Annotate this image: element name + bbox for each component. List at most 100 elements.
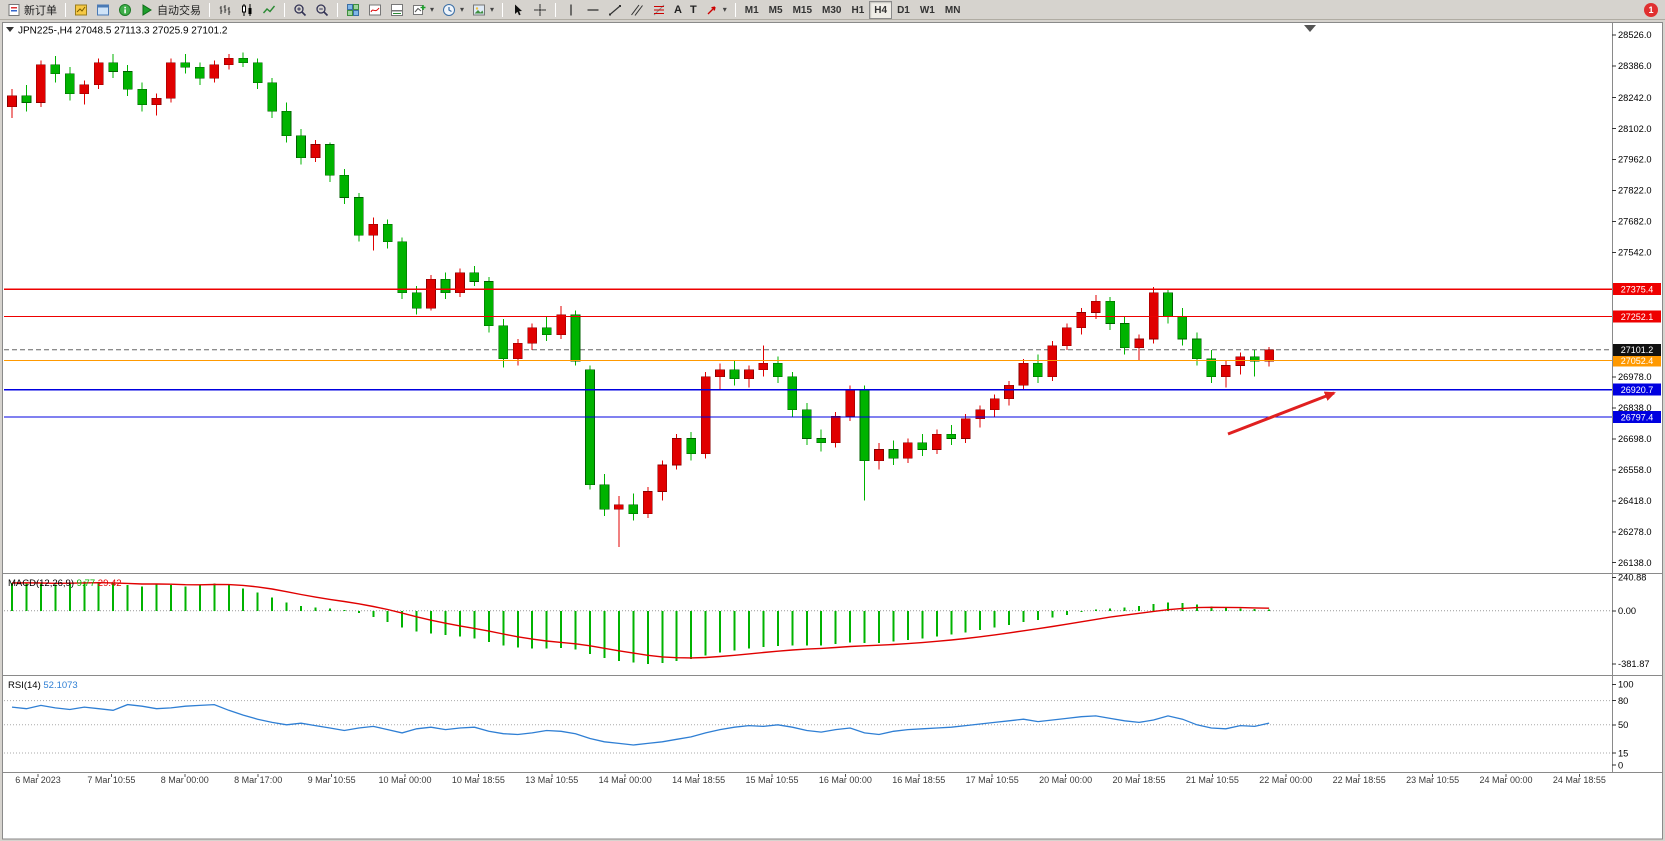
svg-text:27052.4: 27052.4 bbox=[1621, 356, 1654, 366]
timeframe-button-m15[interactable]: M15 bbox=[788, 1, 817, 19]
label-tool-button[interactable]: T bbox=[686, 1, 701, 19]
svg-text:50: 50 bbox=[1618, 720, 1628, 730]
new-chart-button[interactable]: ▾ bbox=[408, 1, 438, 19]
auto-trading-button[interactable]: 自动交易 bbox=[136, 1, 205, 19]
svg-text:27682.0: 27682.0 bbox=[1618, 217, 1652, 227]
trendline-icon bbox=[608, 3, 622, 17]
template-button[interactable]: ▾ bbox=[468, 1, 498, 19]
navigator-icon bbox=[118, 3, 132, 17]
svg-text:27542.0: 27542.0 bbox=[1618, 248, 1652, 258]
timeframe-button-m1[interactable]: M1 bbox=[740, 1, 764, 19]
horizontal-line-tool-button[interactable] bbox=[582, 1, 604, 19]
macd-panel: MACD(12,26,9) 9.77 29.42 240.88 0.00 -381.8… bbox=[4, 572, 1650, 669]
fibonacci-tool-button[interactable] bbox=[648, 1, 670, 19]
new-order-button[interactable]: 新订单 bbox=[3, 1, 61, 19]
market-watch-button[interactable] bbox=[70, 1, 92, 19]
annotation-arrow[interactable] bbox=[1227, 391, 1336, 436]
timeframe-button-w1[interactable]: W1 bbox=[915, 1, 940, 19]
cursor-tool-button[interactable] bbox=[507, 1, 529, 19]
macd-signal-line bbox=[11, 581, 1270, 659]
svg-text:22 Mar 18:55: 22 Mar 18:55 bbox=[1333, 775, 1386, 785]
svg-text:26558.0: 26558.0 bbox=[1618, 465, 1652, 475]
svg-text:28526.0: 28526.0 bbox=[1618, 30, 1652, 40]
timeframe-button-h4[interactable]: H4 bbox=[869, 1, 893, 20]
zoom-in-icon bbox=[293, 3, 307, 17]
indicators-icon bbox=[368, 3, 382, 17]
zoom-out-button[interactable] bbox=[311, 1, 333, 19]
auto-trading-label: 自动交易 bbox=[157, 4, 201, 17]
line-chart-mode-button[interactable] bbox=[258, 1, 280, 19]
svg-text:27375.4: 27375.4 bbox=[1621, 285, 1654, 295]
toolbar-separator bbox=[502, 2, 504, 17]
price-lines-layer[interactable] bbox=[4, 288, 1612, 418]
one-click-trading-toggle-icon[interactable] bbox=[6, 27, 14, 32]
timeframe-button-m5[interactable]: M5 bbox=[764, 1, 788, 19]
timeframe-button-d1[interactable]: D1 bbox=[892, 1, 915, 19]
svg-text:9 Mar 10:55: 9 Mar 10:55 bbox=[308, 775, 356, 785]
indicator-windows-icon bbox=[390, 3, 404, 17]
toolbar-separator bbox=[284, 2, 285, 17]
svg-text:27962.0: 27962.0 bbox=[1618, 155, 1652, 165]
text-tool-button[interactable]: A bbox=[670, 1, 686, 19]
price-line-label: 26920.7 bbox=[1613, 383, 1661, 396]
svg-text:14 Mar 00:00: 14 Mar 00:00 bbox=[599, 775, 652, 785]
timeframe-button-h1[interactable]: H1 bbox=[846, 1, 869, 19]
timeframe-button-mn[interactable]: MN bbox=[940, 1, 966, 19]
svg-text:80: 80 bbox=[1618, 696, 1628, 706]
time-axis[interactable]: 6 Mar 2023 7 Mar 10:55 8 Mar 00:00 8 Mar 17… bbox=[15, 774, 1606, 785]
period-button[interactable]: ▾ bbox=[438, 1, 468, 19]
trendline-tool-button[interactable] bbox=[604, 1, 626, 19]
template-icon bbox=[472, 3, 486, 17]
crosshair-icon bbox=[533, 3, 547, 17]
indicator-windows-button[interactable] bbox=[386, 1, 408, 19]
navigator-button[interactable] bbox=[114, 1, 136, 19]
price-line-label: 27252.1 bbox=[1613, 310, 1661, 323]
price-line-label: 26797.4 bbox=[1613, 410, 1661, 423]
timeframe-button-m30[interactable]: M30 bbox=[817, 1, 846, 19]
chevron-down-icon: ▾ bbox=[430, 5, 435, 14]
svg-text:24 Mar 18:55: 24 Mar 18:55 bbox=[1553, 775, 1606, 785]
svg-text:28386.0: 28386.0 bbox=[1618, 61, 1652, 71]
vertical-line-tool-button[interactable] bbox=[560, 1, 582, 19]
notification-badge[interactable]: 1 bbox=[1644, 2, 1658, 17]
toolbar-separator bbox=[555, 2, 557, 17]
bar-chart-mode-button[interactable] bbox=[214, 1, 236, 19]
toolbar-separator bbox=[337, 2, 338, 17]
svg-text:26418.0: 26418.0 bbox=[1618, 496, 1652, 506]
market-watch-icon bbox=[74, 3, 88, 17]
svg-text:20 Mar 00:00: 20 Mar 00:00 bbox=[1039, 775, 1092, 785]
candlestick-mode-button[interactable] bbox=[236, 1, 258, 19]
svg-text:10 Mar 00:00: 10 Mar 00:00 bbox=[378, 775, 431, 785]
chart-shift-marker[interactable] bbox=[1304, 25, 1316, 32]
crosshair-tool-button[interactable] bbox=[529, 1, 551, 19]
data-window-button[interactable] bbox=[92, 1, 114, 19]
indicators-button[interactable] bbox=[364, 1, 386, 19]
channel-tool-button[interactable] bbox=[626, 1, 648, 19]
chevron-down-icon: ▾ bbox=[460, 5, 465, 14]
svg-text:13 Mar 10:55: 13 Mar 10:55 bbox=[525, 775, 578, 785]
svg-text:14 Mar 18:55: 14 Mar 18:55 bbox=[672, 775, 725, 785]
bar-chart-icon bbox=[218, 3, 232, 17]
svg-text:16 Mar 00:00: 16 Mar 00:00 bbox=[819, 775, 872, 785]
svg-text:10 Mar 18:55: 10 Mar 18:55 bbox=[452, 775, 505, 785]
current-price-label: 27101.2 bbox=[1613, 343, 1661, 356]
price-line-label: 27375.4 bbox=[1613, 283, 1661, 296]
zoom-in-button[interactable] bbox=[289, 1, 311, 19]
clock-icon bbox=[442, 3, 456, 17]
svg-text:0.00: 0.00 bbox=[1618, 606, 1636, 616]
svg-text:17 Mar 10:55: 17 Mar 10:55 bbox=[966, 775, 1019, 785]
svg-text:6 Mar 2023: 6 Mar 2023 bbox=[15, 775, 61, 785]
price-axis[interactable]: 28526.0 28386.0 28242.0 28102.0 27962.0 27822… bbox=[1612, 30, 1661, 568]
candles-layer bbox=[4, 52, 1612, 547]
svg-text:27101.2: 27101.2 bbox=[1621, 345, 1654, 355]
tile-windows-icon bbox=[346, 3, 360, 17]
play-icon bbox=[140, 3, 154, 17]
toolbar-separator bbox=[65, 2, 66, 17]
svg-text:26138.0: 26138.0 bbox=[1618, 558, 1652, 568]
arrows-tool-button[interactable]: ▾ bbox=[701, 1, 731, 19]
tile-windows-button[interactable] bbox=[342, 1, 364, 19]
svg-text:27252.1: 27252.1 bbox=[1621, 312, 1654, 322]
zoom-out-icon bbox=[315, 3, 329, 17]
